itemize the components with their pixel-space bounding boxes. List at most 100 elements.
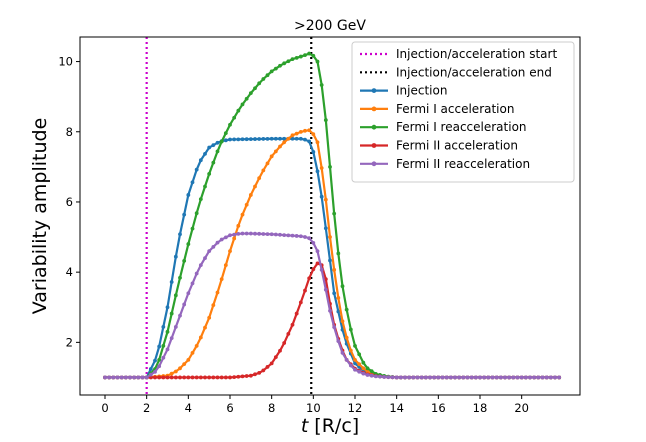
- legend-marker: [371, 106, 377, 112]
- data-point: [348, 348, 353, 353]
- data-point: [461, 375, 466, 380]
- data-point: [211, 303, 216, 308]
- data-point: [303, 288, 307, 293]
- data-point: [240, 137, 245, 142]
- y-tick-label: 6: [66, 195, 73, 209]
- x-tick-label: 8: [268, 401, 275, 415]
- data-point: [203, 325, 207, 330]
- chart-title: >200 GeV: [294, 18, 366, 34]
- data-point: [178, 375, 182, 380]
- data-point: [286, 59, 291, 64]
- data-point: [240, 102, 245, 107]
- y-tick-label: 10: [58, 55, 73, 69]
- data-point: [436, 375, 441, 380]
- x-axis-title-unit: [​R/c]: [308, 415, 359, 437]
- data-point: [273, 232, 278, 237]
- data-point: [107, 375, 112, 380]
- data-point: [261, 232, 266, 236]
- data-point: [157, 344, 162, 349]
- data-point: [173, 375, 178, 380]
- data-point: [190, 226, 195, 231]
- data-point: [157, 375, 162, 380]
- data-point: [494, 375, 499, 380]
- y-tick-label: 2: [66, 335, 73, 349]
- data-point: [228, 249, 232, 254]
- data-point: [336, 251, 341, 256]
- data-point: [161, 355, 166, 360]
- data-point: [282, 61, 287, 66]
- y-tick-label: 8: [66, 125, 73, 139]
- data-point: [140, 375, 145, 380]
- legend-item: Fermi II acceleration: [360, 139, 518, 153]
- data-point: [236, 232, 241, 236]
- data-point: [215, 290, 220, 295]
- data-point: [307, 236, 312, 241]
- data-point: [419, 375, 424, 380]
- data-point: [190, 281, 195, 286]
- data-point: [169, 336, 174, 341]
- data-point: [223, 375, 228, 380]
- data-point: [282, 233, 287, 237]
- data-point: [278, 144, 282, 149]
- data-point: [532, 375, 537, 380]
- x-axis: 0 2 4 6 8 10 12 14 16 18 20: [101, 395, 529, 415]
- data-point: [273, 66, 278, 71]
- data-point: [173, 369, 178, 374]
- data-point: [244, 374, 249, 378]
- data-point: [215, 240, 220, 245]
- x-axis-title-var: t: [301, 415, 310, 437]
- data-point: [290, 133, 295, 138]
- data-point: [323, 118, 328, 122]
- data-point: [257, 231, 262, 236]
- data-point: [382, 375, 387, 379]
- y-axis: 2 4 6 8 10: [58, 55, 80, 349]
- data-point: [223, 138, 228, 143]
- data-point: [178, 275, 182, 280]
- data-point: [332, 267, 337, 272]
- data-point: [236, 374, 241, 379]
- x-tick-label: 18: [473, 401, 488, 415]
- data-point: [269, 361, 274, 366]
- data-point: [173, 293, 178, 298]
- data-point: [169, 280, 174, 284]
- data-point: [353, 343, 357, 348]
- data-point: [398, 375, 403, 380]
- data-point: [278, 348, 282, 353]
- data-point: [228, 375, 232, 380]
- data-point: [198, 335, 203, 340]
- data-point: [323, 226, 328, 231]
- data-point: [223, 131, 228, 136]
- data-point: [328, 258, 332, 263]
- data-point: [394, 375, 399, 380]
- data-point: [344, 358, 349, 362]
- data-point: [240, 212, 245, 217]
- data-point: [340, 284, 345, 289]
- data-point: [198, 197, 203, 202]
- data-point: [182, 375, 187, 380]
- data-point: [169, 371, 174, 376]
- data-point: [332, 291, 337, 296]
- data-point: [294, 131, 299, 136]
- data-point: [457, 375, 462, 380]
- legend-label: Fermi II reacceleration: [396, 157, 530, 171]
- data-point: [290, 233, 295, 238]
- data-point: [178, 366, 182, 371]
- data-point: [544, 375, 549, 380]
- data-point: [328, 235, 332, 239]
- data-point: [228, 137, 232, 142]
- data-point: [178, 232, 182, 237]
- data-point: [248, 373, 253, 378]
- data-point: [257, 137, 262, 141]
- data-point: [353, 367, 357, 372]
- data-point: [307, 139, 312, 144]
- data-point: [403, 375, 407, 380]
- axes-frame: [79, 36, 581, 396]
- data-point: [253, 184, 257, 189]
- legend-item: Fermi I acceleration: [360, 102, 514, 116]
- data-point: [290, 136, 295, 141]
- data-point: [211, 160, 216, 165]
- data-point: [303, 137, 307, 142]
- data-point: [344, 335, 349, 340]
- data-point: [311, 267, 316, 272]
- data-point: [169, 311, 174, 316]
